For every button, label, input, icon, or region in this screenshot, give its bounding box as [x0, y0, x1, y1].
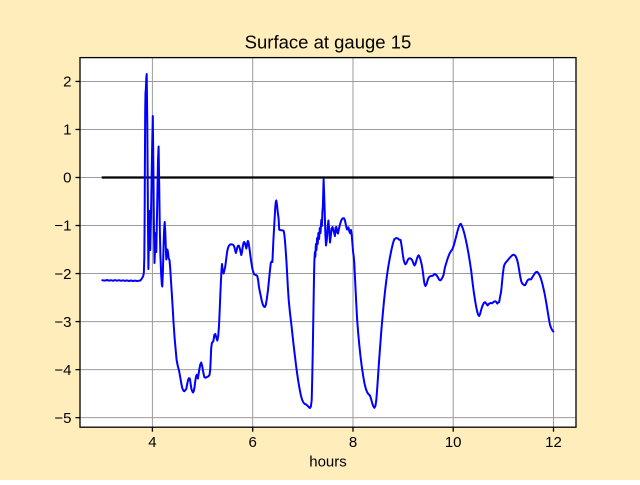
svg-text:−3: −3 [54, 314, 71, 331]
svg-text:6: 6 [249, 434, 257, 451]
svg-text:0: 0 [63, 170, 71, 187]
svg-text:8: 8 [349, 434, 357, 451]
svg-text:2: 2 [63, 74, 71, 91]
svg-text:4: 4 [148, 434, 156, 451]
svg-text:−4: −4 [54, 362, 71, 379]
svg-text:−2: −2 [54, 266, 71, 283]
svg-text:−1: −1 [54, 218, 71, 235]
svg-text:10: 10 [445, 434, 462, 451]
svg-text:1: 1 [63, 122, 71, 139]
svg-text:hours: hours [309, 454, 347, 471]
svg-text:12: 12 [545, 434, 562, 451]
svg-text:Surface at gauge 15: Surface at gauge 15 [245, 32, 412, 53]
svg-text:−5: −5 [54, 410, 71, 427]
